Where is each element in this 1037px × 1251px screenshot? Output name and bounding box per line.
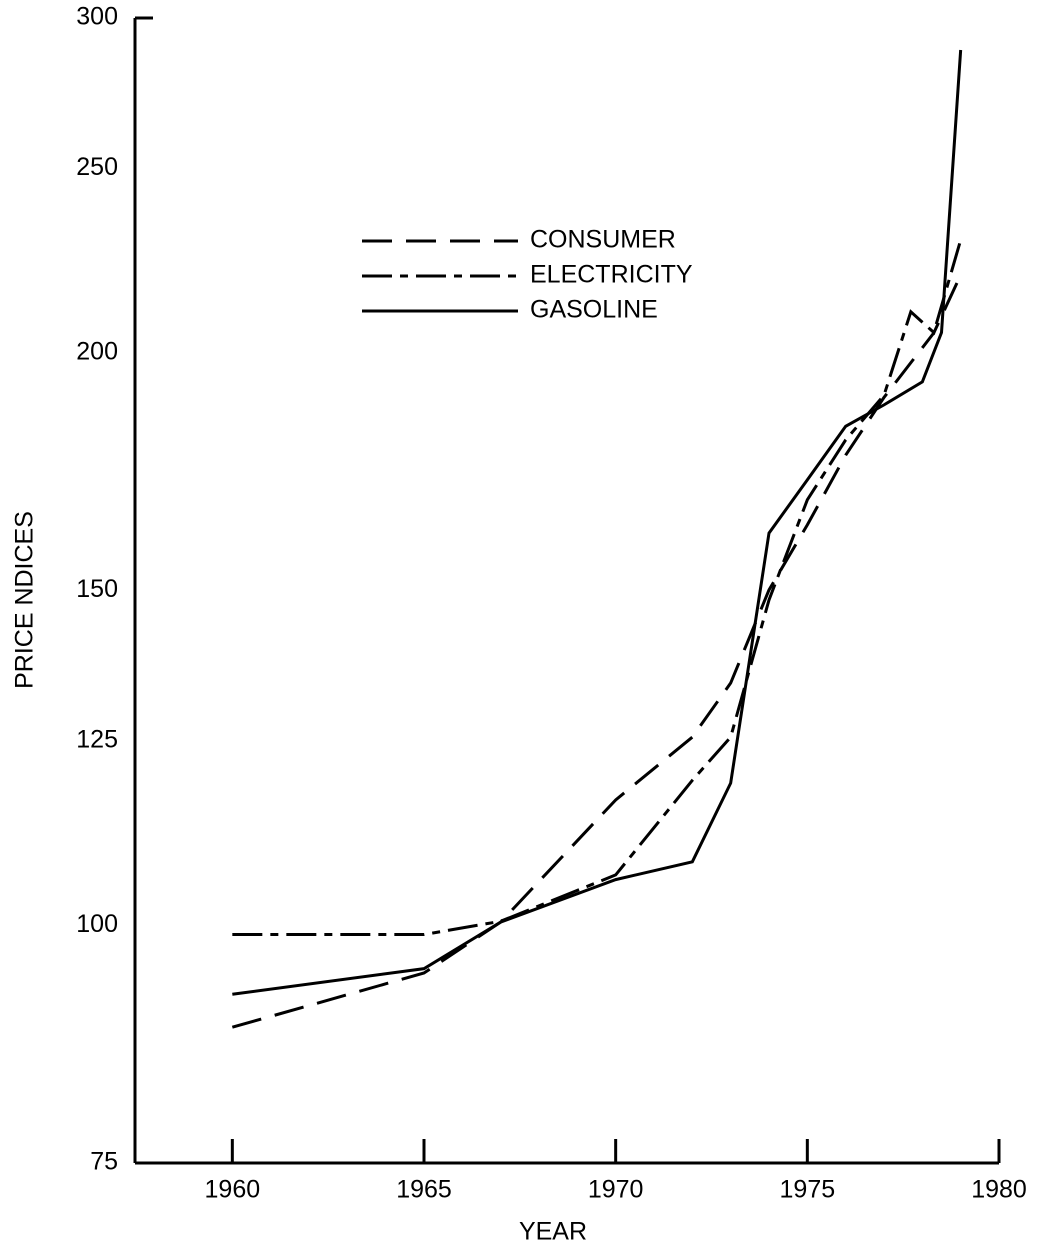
x-tick-label: 1965 [396,1176,452,1204]
x-tick-label: 1980 [971,1176,1027,1204]
y-axis-label: PRICE NDICES [11,511,39,689]
line-series [232,239,963,937]
y-tick-label: 200 [76,338,118,366]
line-series [231,274,963,1029]
y-tick-label: 75 [90,1148,118,1176]
legend-label: ELECTRICITY [530,261,693,289]
y-tick-label: 150 [76,575,118,603]
y-tick-label: 300 [76,3,118,31]
line-series [232,49,963,996]
y-tick-label: 100 [76,910,118,938]
y-tick-label: 250 [76,153,118,181]
x-tick-label: 1970 [588,1176,644,1204]
y-tick-label: 125 [76,726,118,754]
x-tick-label: 1960 [205,1176,261,1204]
legend-label: GASOLINE [530,296,658,324]
legend-label: CONSUMER [530,226,676,254]
x-axis-label: YEAR [519,1218,587,1246]
x-tick-label: 1975 [780,1176,836,1204]
